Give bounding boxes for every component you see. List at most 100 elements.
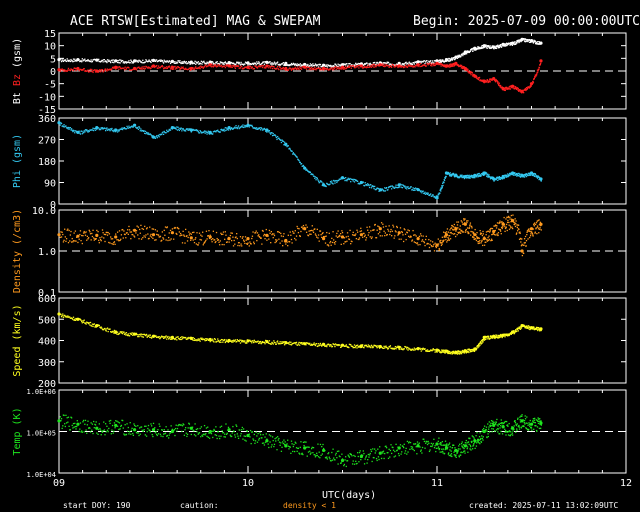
y-tick-label: 15 [44,29,56,40]
data-dot [363,347,365,349]
data-dot [149,66,151,69]
data-dot [428,63,431,65]
data-dot [78,69,80,72]
data-dot [488,46,490,48]
data-dot [471,175,474,177]
data-dot [516,88,518,91]
data-dot [425,349,427,352]
data-dot [531,82,534,84]
data-dot [87,131,89,133]
data-dot [359,183,361,185]
data-dot [316,343,318,345]
data-dot [146,336,148,338]
data-dot [305,168,308,170]
data-dot [443,349,446,351]
data-dot [404,233,407,235]
data-dot [486,239,488,241]
data-point [189,60,193,64]
data-dot [413,61,415,64]
data-dot [417,65,419,68]
data-dot [120,128,123,130]
data-dot [485,234,487,236]
data-dot [517,330,519,332]
data-dot [339,233,342,235]
data-dot [300,163,303,165]
data-dot [514,41,516,43]
data-dot [368,226,371,228]
data-dot [123,333,126,336]
data-dot [236,64,238,67]
data-point [359,64,363,68]
data-dot [287,64,289,66]
data-dot [87,58,89,61]
data-dot [356,180,359,183]
data-dot [441,236,444,238]
data-dot [232,62,235,64]
data-dot [406,188,408,190]
data-point [463,222,467,226]
data-dot [368,186,371,189]
data-dot [538,68,540,71]
data-dot [67,67,70,70]
data-dot [379,235,381,237]
data-dot [150,134,152,136]
data-dot [255,127,257,129]
data-dot [250,67,252,69]
data-dot [233,127,235,129]
data-dot [483,339,486,341]
data-dot [72,58,75,60]
data-dot [375,188,378,190]
data-dot [467,231,470,233]
data-dot [241,65,243,68]
data-dot [205,131,208,133]
data-dot [442,184,444,187]
data-dot [335,179,337,182]
data-dot [192,67,194,69]
data-dot [468,227,471,229]
data-dot [462,349,464,352]
data-dot [503,176,506,179]
data-dot [174,227,177,229]
data-dot [254,232,257,234]
data-dot [515,43,517,45]
data-dot [181,336,183,338]
data-dot [164,226,167,228]
data-dot [104,127,106,129]
data-dot [147,60,150,62]
data-dot [382,188,384,191]
data-dot [158,335,160,338]
data-dot [350,343,352,346]
data-dot [208,229,210,232]
data-dot [421,65,424,67]
data-dot [457,352,459,354]
data-dot [488,175,490,177]
data-dot [81,322,83,324]
data-dot [118,68,120,70]
data-dot [139,333,141,335]
data-dot [348,65,350,67]
data-dot [383,230,385,232]
data-dot [268,131,270,133]
data-dot [336,181,338,184]
data-dot [508,221,510,224]
data-dot [219,240,221,242]
data-dot [133,235,135,237]
y-tick-label: 90 [44,179,56,190]
data-dot [288,147,291,149]
data-dot [489,79,491,81]
data-dot [239,342,242,344]
data-dot [139,127,141,129]
data-dot [156,59,158,61]
data-dot [424,62,426,65]
data-dot [371,185,373,188]
data-dot [263,63,266,65]
data-dot [454,176,456,178]
data-dot [408,64,410,66]
data-dot [437,194,440,196]
data-dot [390,65,392,68]
data-dot [537,69,539,72]
data-dot [443,181,445,184]
data-dot [113,241,115,244]
data-dot [150,337,153,339]
data-dot [308,68,310,71]
